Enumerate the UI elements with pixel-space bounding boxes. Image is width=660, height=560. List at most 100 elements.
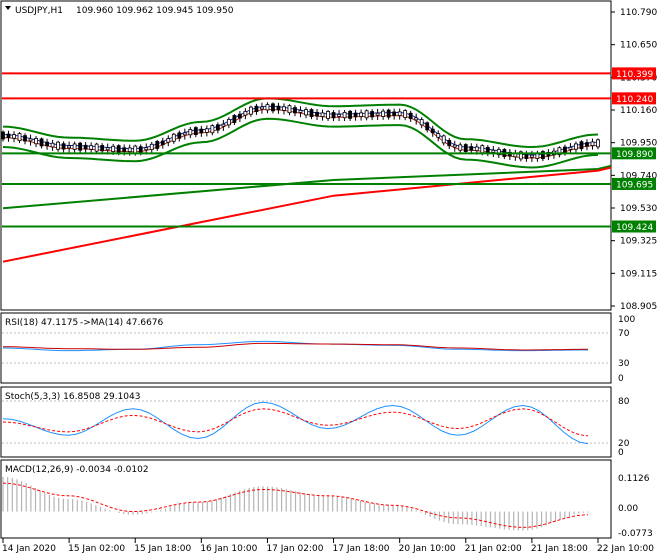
time-tick-label: 22 Jan 10:00 [597,544,654,554]
candle-body [83,144,88,150]
candle-body [320,112,325,117]
candle-body [23,135,27,142]
candle-body [403,110,408,119]
time-tick-label: 17 Jan 02:00 [266,544,323,554]
candle-body [298,110,303,113]
level-label-110-240: 110.240 [616,95,653,105]
level-label-109-890: 109.890 [616,150,653,160]
candle-body [541,151,545,159]
stoch-level-20: 20 [618,439,630,449]
price-tick-label: 109.950 [620,139,657,149]
candle-body [149,143,154,151]
candle-body [375,112,380,116]
candle-body [585,142,589,147]
candle-body [50,142,55,148]
level-tag-110-399 [612,67,656,80]
candle-body [182,132,187,136]
price-tick-label: 109.530 [620,204,657,214]
rsi-level-0: 0 [618,374,624,384]
candle-body [458,144,463,151]
candle-body [160,140,165,146]
price-tick-label: 109.325 [620,237,657,247]
candle-body [94,143,99,152]
candle-body [39,138,44,147]
candle-body [144,147,149,151]
price-tick-label: 109.740 [620,171,657,181]
candle-body [282,106,286,111]
stoch-level-80: 80 [618,397,630,407]
candle-body [419,119,424,126]
level-tag-109-424 [612,220,656,233]
macd-level-top: 0.1126 [618,474,650,484]
candle-body [359,112,364,117]
candle-body [61,143,66,150]
ohlc-label: 109.960 109.962 109.945 109.950 [76,6,234,16]
candle-body [271,103,275,112]
time-tick-label: 21 Jan 02:00 [465,544,522,554]
rsi-level-100: 100 [618,315,635,325]
candle-body [243,111,248,116]
macd-signal-line [2,482,589,528]
candle-body [590,141,595,147]
candle-body [188,129,193,136]
candle-body [221,123,226,127]
candle-body [381,110,386,117]
candle-body [452,144,457,148]
candle-body [408,112,413,120]
bollinger-upper-line [2,97,599,149]
candle-body [596,139,600,148]
candle-body [348,110,352,119]
level-tag-109-695 [612,177,656,190]
stoch-signal-line [2,408,589,437]
bollinger-lower-line [2,117,599,169]
price-tick-label: 109.115 [620,269,657,279]
candle-body [127,147,132,153]
level-label-110-399: 110.399 [616,70,653,80]
candle-body [557,147,562,156]
candle-body [56,141,60,150]
candle-body [133,145,138,154]
candle-body [353,112,358,118]
rsi-level-30: 30 [618,359,630,369]
rsi-panel [0,312,612,384]
candle-body [249,106,253,115]
candle-body [579,141,584,150]
candle-body [193,127,198,136]
levels-group: 110.399 110.240 109.890 109.695 109.424 [2,67,656,233]
candle-body [260,106,264,110]
rsi-group [3,340,588,352]
candle-body [265,104,270,111]
candle-body [474,146,479,152]
candle-body [100,145,105,152]
candle-body [155,140,160,149]
candle-body [122,147,127,152]
level-label-109-424: 109.424 [616,223,653,233]
candle-body [199,128,204,134]
candle-body [45,141,49,147]
time-axis-group: 14 Jan 2020 15 Jan 02:00 15 Jan 18:00 16 Ja… [2,538,654,554]
candle-body [425,122,430,131]
time-tick-label: 14 Jan 2020 [2,544,56,554]
stoch-title: Stoch(5,3,3) 16.8508 29.1043 [5,392,140,402]
candle-body [254,105,259,112]
candle-body [309,109,314,118]
dropdown-icon[interactable] [5,6,11,10]
rsi-ma-title: ->MA(14) 47.6676 [80,318,164,328]
rsi-level-70: 70 [618,329,630,339]
price-tick-label: 110.790 [620,8,657,18]
candle-body [574,143,578,150]
candle-body [276,105,281,111]
price-tick-label: 108.905 [620,302,657,312]
symbol-label: USDJPY,H1 [15,6,63,16]
candle-body [177,132,182,139]
candle-body [441,135,446,144]
candle-body [166,138,171,143]
candle-body [210,125,215,134]
macd-level-bottom: -0.0773 [618,529,653,539]
candle-body [78,142,83,151]
ma-long-line [2,164,612,210]
candle-body [1,131,5,140]
candle-body [529,154,534,158]
stoch-group [2,401,589,445]
